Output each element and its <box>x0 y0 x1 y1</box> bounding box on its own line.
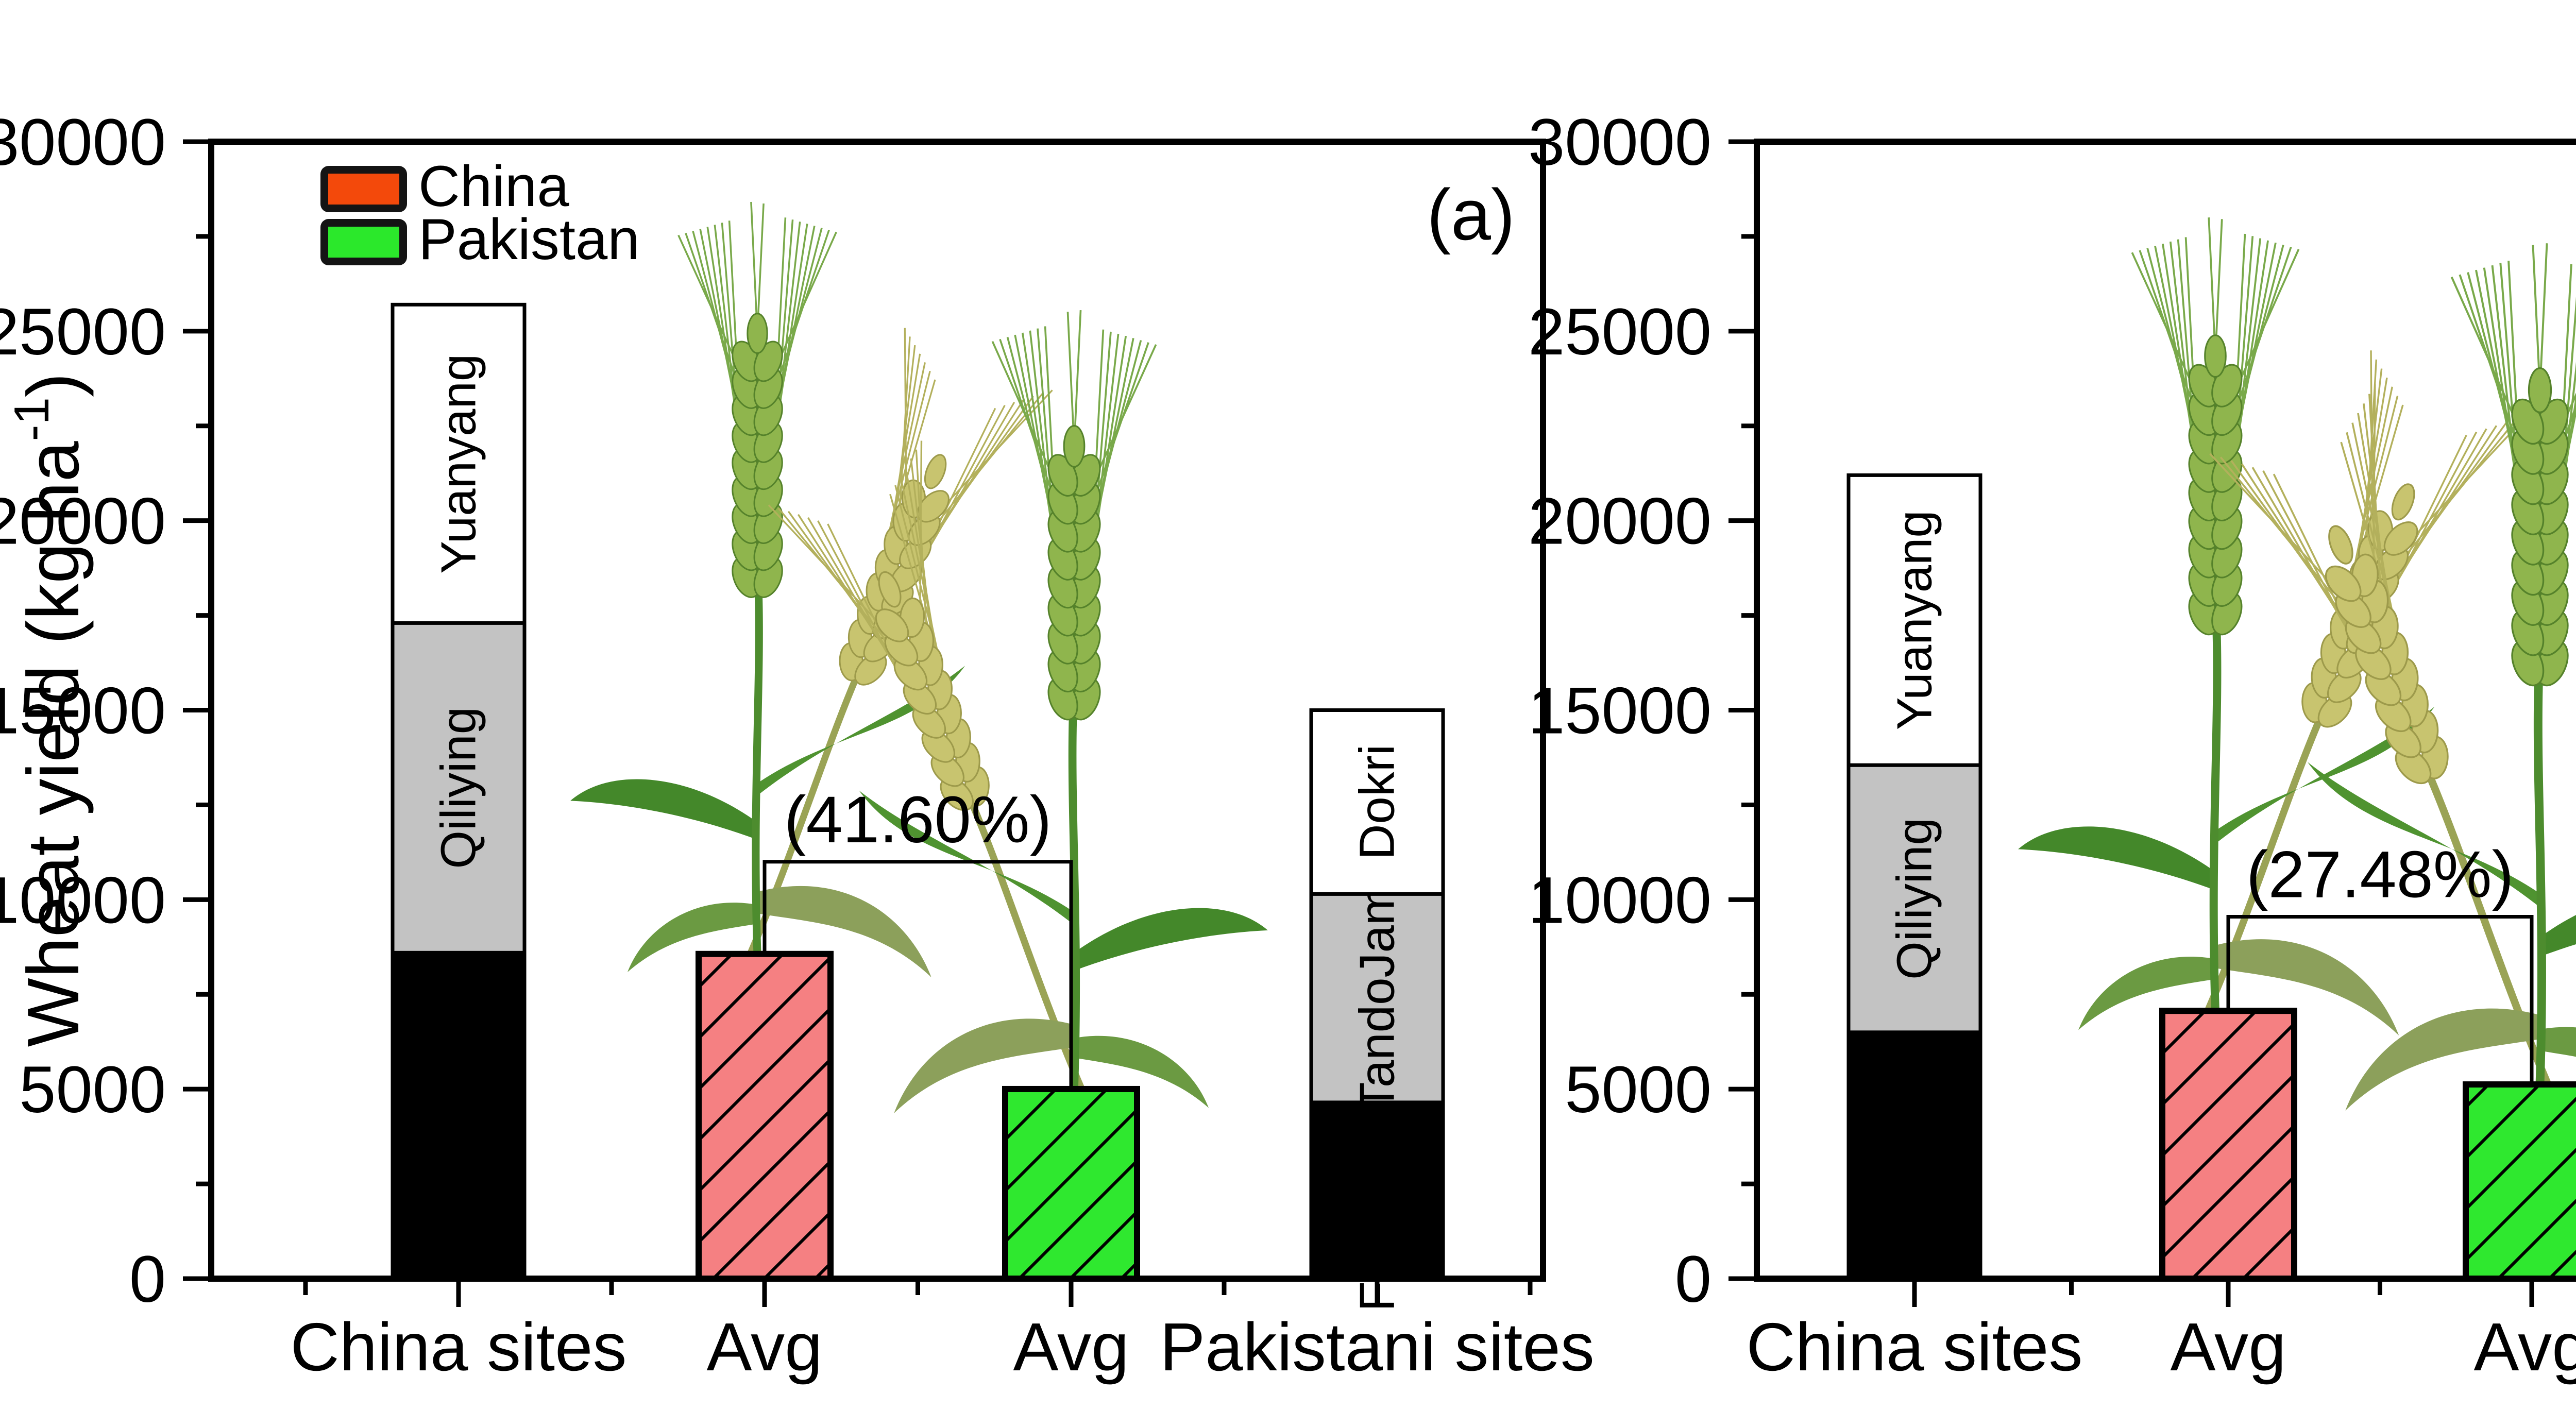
x-axis-category-label: Avg <box>2473 1309 2576 1385</box>
bar-segment-yuanyang <box>1846 473 1982 767</box>
y-axis-tick-label: 5000 <box>19 1053 166 1127</box>
y-axis-tick-label: 30000 <box>0 106 166 179</box>
bar-segment-label: Yuanyang <box>431 354 486 574</box>
y-axis-tick-label: 15000 <box>0 674 166 748</box>
x-axis-category-label: Pakistani sites <box>1160 1309 1595 1385</box>
bar-segment-tongzhou <box>1846 1030 1982 1281</box>
bar-segment-label: TandoJam <box>1350 884 1405 1112</box>
bar-segment-label: Dokri <box>1350 744 1405 860</box>
y-axis-tick-label: 10000 <box>1528 863 1711 937</box>
legend-label: Pakistan <box>418 207 640 271</box>
avg-bar-china <box>2159 1008 2297 1282</box>
y-axis-tick-label: 30000 <box>1528 106 1711 179</box>
x-axis-category-label: Avg <box>2170 1309 2286 1385</box>
avg-bar-pakistan <box>2463 1081 2576 1282</box>
bar-segment-label: Tongzhou <box>1887 1048 1942 1263</box>
x-axis-category-label: China sites <box>1747 1309 2083 1385</box>
y-axis-tick-label: 25000 <box>1528 295 1711 369</box>
bar-segment-label: Faisalabad <box>1350 1069 1405 1312</box>
y-axis-tick-label: 0 <box>1675 1243 1711 1316</box>
y-axis-tick-label: 20000 <box>1528 485 1711 558</box>
significance-bracket <box>2226 914 2534 1085</box>
bar-segment-label: Tongzhou <box>431 1008 486 1222</box>
wheat-plant-illustration <box>2208 243 2576 1116</box>
bar-segment-dokri <box>1309 708 1445 896</box>
y-axis-tick-label: 0 <box>129 1243 166 1316</box>
bar-segment-label: Qiliying <box>431 707 486 869</box>
y-axis-tick-label: 5000 <box>1565 1053 1711 1127</box>
avg-bar-china <box>696 950 834 1282</box>
y-axis-tick-label: 10000 <box>0 863 166 937</box>
avg-bar-pakistan <box>1002 1085 1140 1282</box>
annotation-percentage-label: (27.48%) <box>2246 838 2514 911</box>
y-axis-tick-label: 15000 <box>1528 674 1711 748</box>
legend-label: China <box>418 154 569 218</box>
bar-segment-yuanyang <box>391 302 527 625</box>
legend-swatch-pakistan <box>328 227 399 258</box>
bar-segment-qiliying <box>391 621 527 955</box>
x-axis-category-label: Avg <box>1013 1309 1129 1385</box>
legend-swatch-china <box>328 174 399 205</box>
bar-segment-qiliying <box>1846 763 1982 1034</box>
x-axis-category-label: China sites <box>291 1309 627 1385</box>
panel-letter: (a) <box>1427 174 1515 255</box>
bar-segment-label: Qiliying <box>1887 818 1942 980</box>
panel-b: (27.48%)TongzhouQiliyingYuanyangFaisalab… <box>1528 106 2576 1385</box>
significance-bracket <box>762 860 1073 1089</box>
bar-segment-tandojam <box>1309 892 1445 1105</box>
y-axis-tick-label: 25000 <box>0 295 166 369</box>
x-axis-category-label: Avg <box>706 1309 822 1385</box>
panel-a: (41.60%) Tongzhou Qiliying Yuanyang Faisalab… <box>0 106 1595 1385</box>
y-axis-title: Wheat yield (kg ha-1) <box>4 373 94 1047</box>
y-axis-tick-label: 20000 <box>0 485 166 558</box>
annotation-percentage-label: (41.60%) <box>784 783 1052 857</box>
bar-segment-label: Yuanyang <box>1887 510 1942 730</box>
